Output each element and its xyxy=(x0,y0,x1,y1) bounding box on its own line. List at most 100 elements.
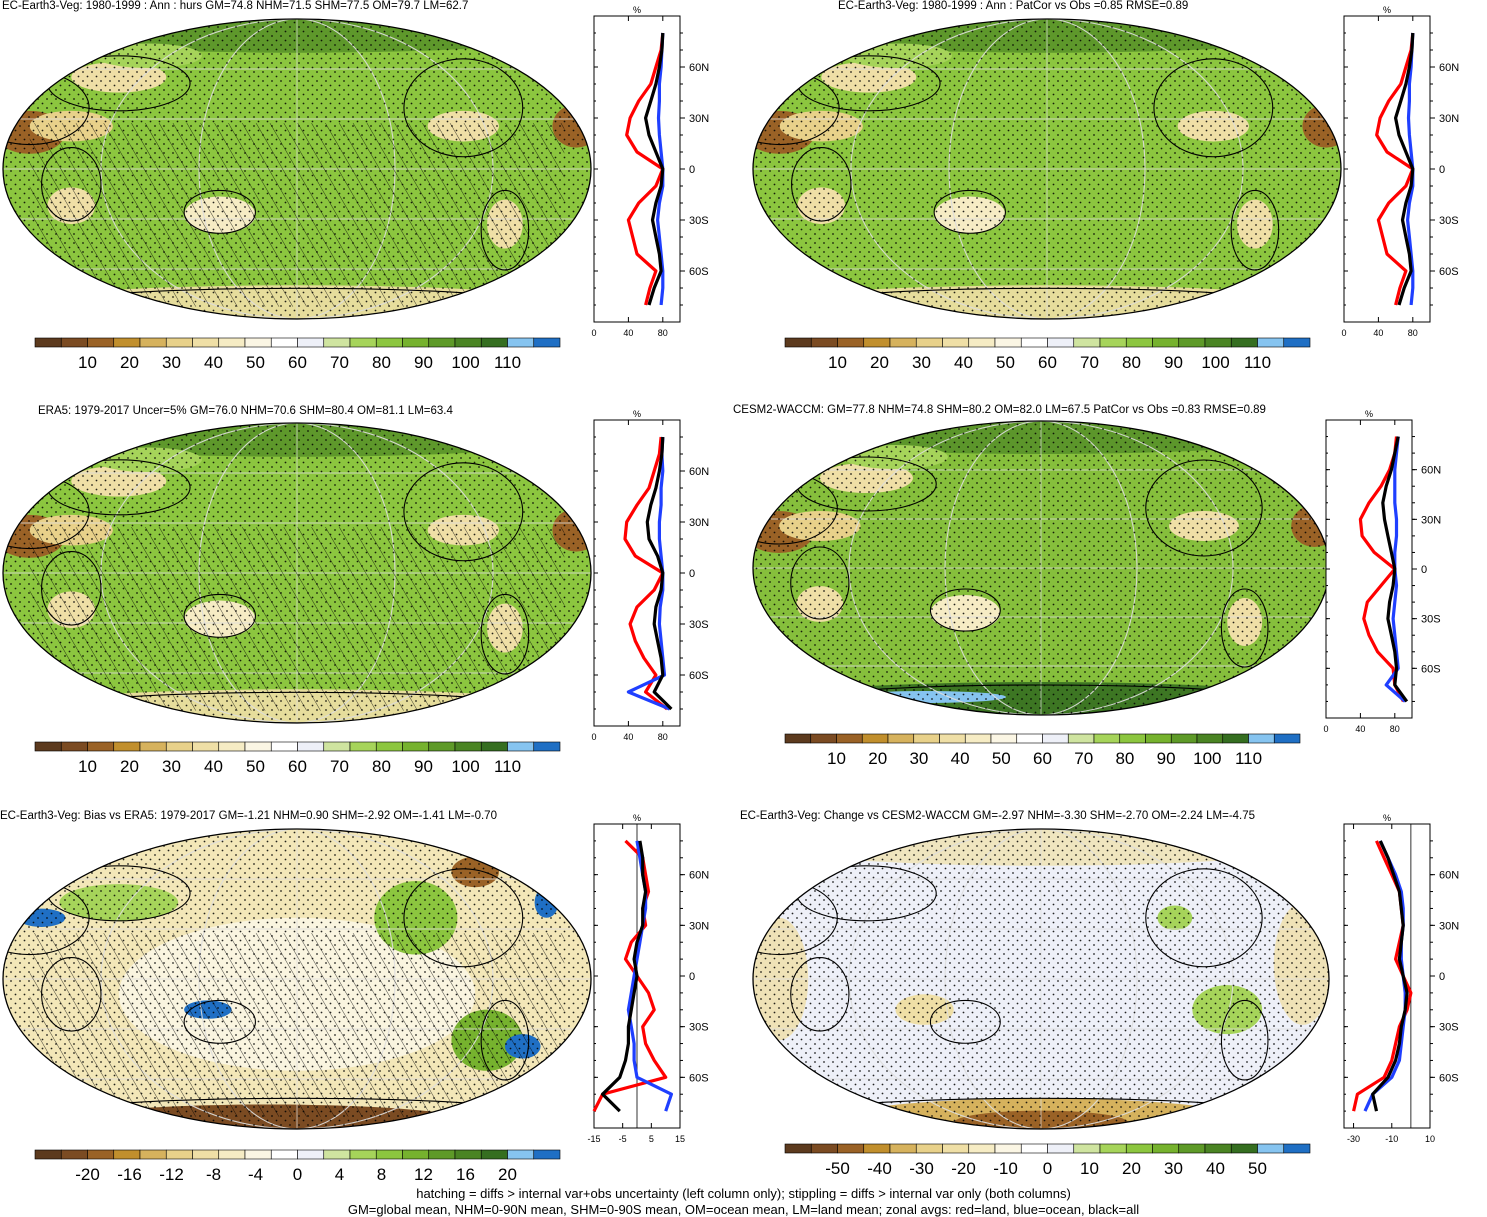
profile-x-label: 80 xyxy=(658,328,668,338)
colorbar-label: 60 xyxy=(1038,353,1057,372)
profile-all-line xyxy=(601,840,648,1113)
colorbar-label: 110 xyxy=(494,353,521,372)
colorbar-swatch xyxy=(113,337,141,348)
colorbar-label: 20 xyxy=(120,353,139,372)
profile-unit: % xyxy=(633,409,641,419)
colorbar-4: 10 20 30 40 50 60 70 80 90 100 110 xyxy=(784,733,1301,768)
colorbar-swatch xyxy=(349,337,377,348)
map-6 xyxy=(752,828,1330,1130)
profile-lat-label: 0 xyxy=(689,164,695,176)
colorbar-label: 0 xyxy=(293,1165,302,1184)
colorbar-swatch xyxy=(454,741,482,752)
colorbar-swatch xyxy=(428,741,456,752)
colorbar-swatch xyxy=(1020,337,1048,348)
colorbar-label: -10 xyxy=(993,1159,1018,1178)
profile-lat-label: 30S xyxy=(689,215,709,227)
colorbar-label: 50 xyxy=(1248,1159,1267,1178)
profile-lat-label: 30N xyxy=(1439,113,1459,125)
profile-lat-label: 60N xyxy=(1439,870,1459,882)
colorbar-swatch xyxy=(1125,1143,1153,1154)
colorbar-swatch xyxy=(323,1149,351,1160)
profile-x-label: 40 xyxy=(623,328,633,338)
colorbar-label: 50 xyxy=(246,757,265,776)
colorbar-swatch xyxy=(428,1149,456,1160)
colorbar-swatch xyxy=(784,733,812,744)
colorbar-swatch xyxy=(60,741,88,752)
profile-x-label: -10 xyxy=(1385,1134,1398,1144)
colorbar-swatch xyxy=(1093,733,1121,744)
colorbar-swatch xyxy=(507,337,535,348)
colorbar-label: -20 xyxy=(951,1159,976,1178)
map-2 xyxy=(752,18,1342,320)
colorbar-swatch xyxy=(218,1149,246,1160)
colorbar-swatch xyxy=(454,1149,482,1160)
panel-title-5: EC-Earth3-Veg: Bias vs ERA5: 1979-2017 G… xyxy=(0,810,497,822)
colorbar-6: -50 -40 -30 -20 -10 0 10 20 30 40 50 xyxy=(784,1143,1311,1178)
colorbar-label: 70 xyxy=(1080,353,1099,372)
colorbar-label: 70 xyxy=(330,757,349,776)
colorbar-swatch xyxy=(218,337,246,348)
colorbar-label: 10 xyxy=(78,757,97,776)
colorbar-swatch xyxy=(863,1143,891,1154)
profile-lat-label: 30N xyxy=(689,113,709,125)
colorbar-label: 100 xyxy=(451,353,479,372)
profile-unit: % xyxy=(1383,5,1391,15)
colorbar-label: -50 xyxy=(825,1159,850,1178)
colorbar-swatch xyxy=(113,1149,141,1160)
colorbar-swatch xyxy=(34,741,62,752)
colorbar-swatch xyxy=(1099,1143,1127,1154)
colorbar-swatch xyxy=(1248,733,1275,744)
colorbar-swatch xyxy=(836,733,863,744)
colorbar-swatch xyxy=(270,741,298,752)
colorbar-swatch xyxy=(87,1149,115,1160)
profile-lat-label: 60N xyxy=(1439,62,1459,74)
profile-lat-label: 0 xyxy=(689,971,695,983)
colorbar-swatch xyxy=(375,1149,403,1160)
profile-lat-label: 30N xyxy=(1439,920,1459,932)
colorbar-swatch xyxy=(837,337,865,348)
colorbar-swatch xyxy=(861,733,889,744)
panel-title-4: CESM2-WACCM: GM=77.8 NHM=74.8 SHM=80.2 O… xyxy=(733,404,1266,416)
colorbar-swatch xyxy=(323,741,351,752)
colorbar-label: 50 xyxy=(996,353,1015,372)
profile-x-label: 80 xyxy=(658,732,668,742)
colorbar-swatch xyxy=(1196,733,1224,744)
profile-lat-label: 60S xyxy=(1439,1072,1459,1084)
colorbar-swatch xyxy=(139,1149,167,1160)
colorbar-swatch xyxy=(244,741,272,752)
zonal-profile-5: % 60N 30N 0 30S 60S -15 -5 5 15 xyxy=(587,813,709,1144)
colorbar-swatch xyxy=(939,733,966,744)
profile-lat-label: 60S xyxy=(1439,266,1459,278)
colorbar-swatch xyxy=(139,741,167,752)
colorbar-swatch xyxy=(34,1149,62,1160)
colorbar-label: 110 xyxy=(494,757,521,776)
colorbar-label: 100 xyxy=(1201,353,1229,372)
colorbar-swatch xyxy=(994,1143,1022,1154)
profile-x-label: 0 xyxy=(591,328,596,338)
colorbar-swatch xyxy=(942,337,970,348)
profile-unit: % xyxy=(633,813,641,823)
colorbar-label: 30 xyxy=(912,353,931,372)
colorbar-swatch xyxy=(964,733,992,744)
colorbar-swatch xyxy=(297,1149,325,1160)
colorbar-swatch xyxy=(270,337,298,348)
colorbar-swatch xyxy=(1042,733,1069,744)
colorbar-label: 20 xyxy=(498,1165,517,1184)
panel-title-2: EC-Earth3-Veg: 1980-1999 : Ann : PatCor … xyxy=(838,0,1189,12)
profile-lat-label: 30N xyxy=(689,517,709,529)
colorbar-swatch xyxy=(1230,337,1258,348)
profile-x-label: 0 xyxy=(1323,724,1328,734)
colorbar-label: 80 xyxy=(1122,353,1141,372)
colorbar-swatch xyxy=(942,1143,970,1154)
colorbar-label: 90 xyxy=(1164,353,1183,372)
colorbar-swatch xyxy=(1125,337,1153,348)
profile-lat-label: 0 xyxy=(689,568,695,580)
colorbar-label: 12 xyxy=(414,1165,433,1184)
colorbar-label: 10 xyxy=(828,353,847,372)
colorbar-swatch xyxy=(1152,1143,1180,1154)
colorbar-label: 100 xyxy=(1193,749,1221,768)
profile-unit: % xyxy=(633,5,641,15)
colorbar-swatch xyxy=(270,1149,298,1160)
colorbar-swatch xyxy=(1047,1143,1075,1154)
colorbar-label: 30 xyxy=(1164,1159,1183,1178)
